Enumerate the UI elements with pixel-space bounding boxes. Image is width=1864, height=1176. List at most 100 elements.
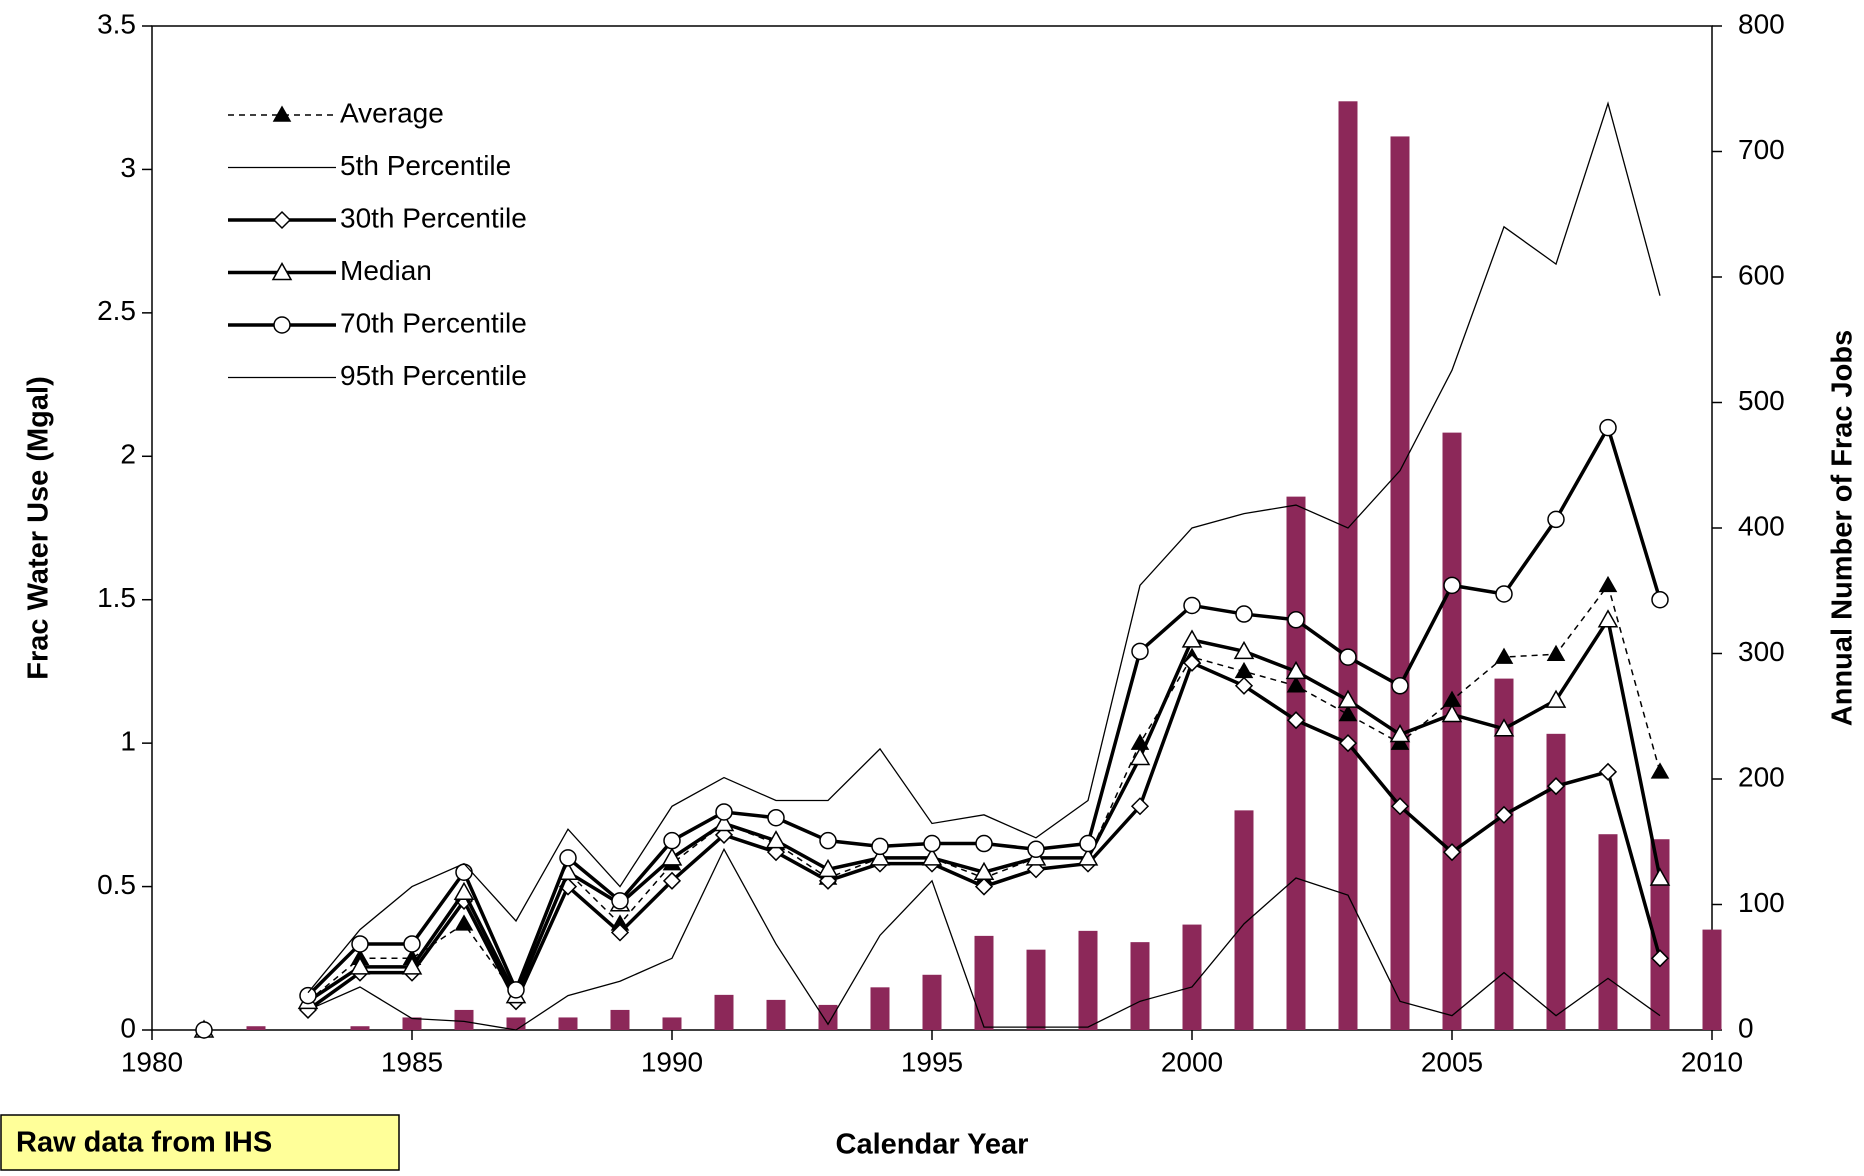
marker	[817, 858, 839, 878]
marker	[1649, 867, 1671, 886]
marker	[715, 803, 733, 821]
marker	[349, 956, 371, 975]
x-tick-label: 1990	[641, 1046, 703, 1077]
marker	[1338, 704, 1358, 722]
x-tick-label: 2010	[1681, 1046, 1743, 1077]
bar	[1026, 949, 1046, 1030]
marker	[1285, 660, 1307, 680]
marker	[1234, 661, 1254, 679]
marker	[663, 831, 681, 850]
marker	[1235, 605, 1253, 623]
marker	[1389, 724, 1411, 743]
legend-label: 5th Percentile	[340, 150, 511, 181]
marker	[1651, 590, 1669, 609]
marker	[1183, 596, 1201, 615]
marker	[1181, 629, 1203, 648]
bar	[1286, 496, 1306, 1030]
marker	[1546, 644, 1566, 661]
marker	[1233, 640, 1255, 660]
y2-tick-label: 700	[1738, 134, 1785, 165]
bar	[922, 974, 942, 1030]
y-tick-label: 3.5	[97, 8, 136, 39]
y2-tick-label: 200	[1738, 761, 1785, 792]
marker	[1182, 653, 1202, 672]
marker	[1597, 609, 1619, 628]
marker	[1598, 762, 1618, 781]
marker	[767, 808, 785, 827]
bar	[454, 1009, 474, 1030]
bar	[558, 1017, 578, 1030]
marker	[1027, 840, 1045, 859]
marker	[1079, 834, 1097, 853]
bar	[974, 935, 994, 1030]
legend-marker	[272, 105, 292, 122]
legend-marker	[273, 316, 291, 334]
marker	[401, 956, 423, 975]
legend-label: Median	[340, 255, 432, 286]
bar	[506, 1017, 526, 1030]
marker	[765, 830, 787, 849]
marker	[1494, 647, 1514, 664]
series-line	[307, 847, 1661, 1031]
marker	[1390, 797, 1410, 816]
y2-tick-label: 600	[1738, 259, 1785, 290]
marker	[973, 861, 995, 880]
y-tick-label: 0.5	[97, 869, 136, 900]
marker	[869, 847, 891, 866]
y-tick-label: 1	[120, 726, 136, 757]
bar	[1650, 839, 1670, 1030]
marker	[1650, 762, 1670, 779]
y2-tick-label: 300	[1738, 636, 1785, 667]
y-tick-label: 3	[120, 152, 136, 183]
bar	[1702, 929, 1722, 1030]
marker	[713, 812, 735, 832]
marker	[921, 847, 943, 866]
bar	[610, 1009, 630, 1030]
bar	[1598, 834, 1618, 1030]
y2-tick-label: 400	[1738, 510, 1785, 541]
y-tick-label: 0	[120, 1012, 136, 1043]
bar	[1390, 136, 1410, 1030]
bar	[1442, 432, 1462, 1030]
marker	[819, 831, 837, 850]
marker	[1234, 676, 1254, 695]
marker	[714, 825, 734, 844]
marker	[1286, 676, 1306, 693]
bar	[1338, 101, 1358, 1031]
bar	[1546, 733, 1566, 1030]
marker	[1494, 805, 1514, 824]
marker	[1650, 949, 1670, 968]
y-tick-label: 2.5	[97, 295, 136, 326]
marker	[195, 1021, 213, 1039]
y2-tick-label: 500	[1738, 385, 1785, 416]
bar	[246, 1026, 266, 1030]
marker	[975, 834, 993, 853]
y-axis-title: Frac Water Use (Mgal)	[23, 376, 55, 680]
marker	[923, 834, 941, 853]
marker	[974, 877, 994, 896]
marker	[1391, 677, 1409, 695]
marker	[299, 986, 317, 1005]
bar	[1494, 678, 1514, 1030]
legend-marker	[271, 261, 293, 281]
marker	[507, 981, 525, 999]
marker	[1495, 585, 1513, 603]
marker	[1545, 689, 1567, 708]
bar	[350, 1026, 370, 1030]
marker	[1546, 777, 1566, 796]
marker	[1443, 576, 1461, 595]
marker	[1547, 510, 1565, 529]
marker	[1338, 734, 1358, 753]
y2-tick-label: 100	[1738, 887, 1785, 918]
marker	[818, 871, 838, 890]
marker	[1493, 718, 1515, 737]
marker	[1442, 843, 1462, 862]
bar	[1234, 810, 1254, 1030]
annotation: Raw data from IHS	[16, 1127, 272, 1159]
x-tick-label: 2005	[1421, 1046, 1483, 1077]
y2-tick-label: 0	[1738, 1012, 1754, 1043]
marker	[611, 892, 629, 910]
bar	[818, 1004, 838, 1030]
bar	[1182, 924, 1202, 1030]
